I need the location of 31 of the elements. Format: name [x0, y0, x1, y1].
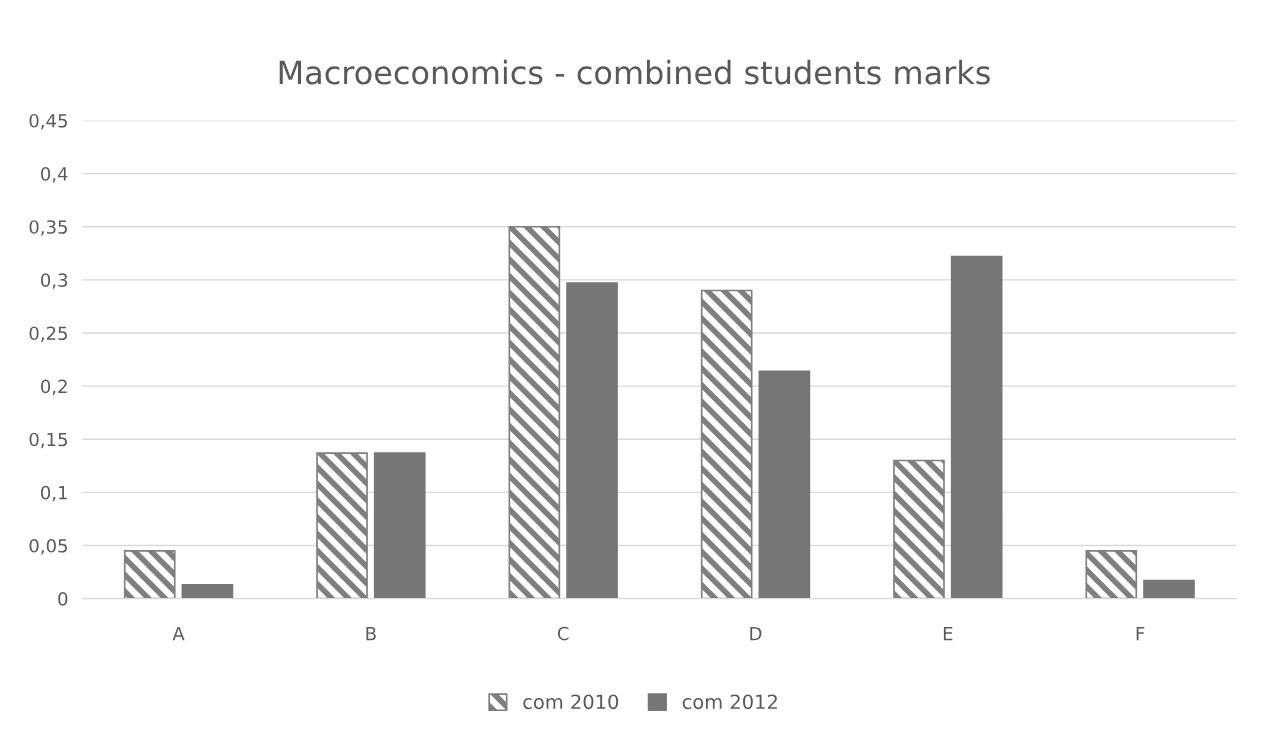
y-tick-label: 0,05 — [29, 538, 67, 555]
bar — [181, 583, 234, 599]
y-tick-label: 0,1 — [41, 485, 67, 502]
bar — [893, 459, 945, 599]
y-tick-label: 0,2 — [41, 379, 67, 396]
x-tick-label: B — [366, 626, 376, 641]
y-tick-label: 0 — [58, 592, 68, 606]
bar — [950, 255, 1003, 599]
bar — [1143, 579, 1195, 599]
legend-label: com 2012 — [682, 694, 777, 710]
y-tick-label: 0,45 — [29, 113, 67, 130]
chart-title: Macroeconomics - combined students marks — [279, 59, 990, 85]
y-tick-label: 0,3 — [41, 273, 68, 289]
bar — [566, 282, 618, 599]
bar — [123, 549, 176, 599]
x-tick-label: D — [750, 626, 762, 641]
bar — [373, 452, 426, 599]
y-tick-label: 0,15 — [29, 432, 67, 449]
x-tick-label: E — [943, 626, 953, 641]
y-tick-label: 0,4 — [41, 167, 68, 183]
bar — [1085, 549, 1138, 599]
legend-label: com 2010 — [523, 694, 619, 710]
x-tick-label: F — [1136, 626, 1145, 641]
bar — [316, 452, 368, 599]
y-tick-label: 0,35 — [29, 220, 67, 236]
bar — [700, 289, 753, 599]
bar — [758, 370, 811, 599]
x-tick-label: A — [172, 626, 185, 641]
x-tick-label: C — [557, 626, 569, 641]
bar — [508, 225, 561, 599]
y-tick-label: 0,25 — [29, 326, 67, 342]
